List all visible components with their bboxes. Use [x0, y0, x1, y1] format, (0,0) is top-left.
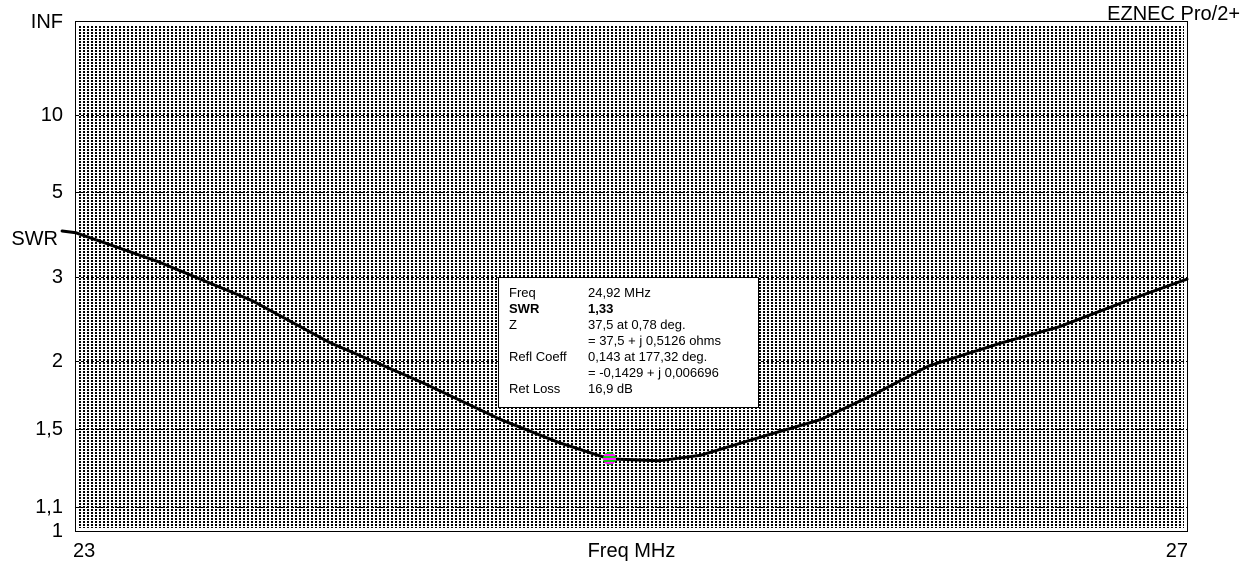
cursor-info-label: Refl Coeff — [509, 349, 567, 364]
y-axis-tick-label: INF — [30, 11, 63, 33]
y-axis-tick-label: 1,5 — [35, 418, 63, 441]
cursor-marker[interactable] — [602, 452, 616, 466]
gridline — [76, 506, 1187, 508]
y-axis-tick-label: 5 — [51, 180, 63, 203]
x-axis-tick-min: 23 — [73, 540, 96, 562]
cursor-info-row: = 37,5 + j 0,5126 ohms — [509, 333, 752, 349]
cursor-readout-rows: Freq 24,92 MHz SWR 1,33 Z 37,5 at 0,78 deg. = … — [509, 285, 752, 397]
cursor-info-value: = 37,5 + j 0,5126 ohms — [588, 333, 721, 348]
gridline — [76, 114, 1187, 116]
cursor-info-label: Z — [509, 317, 517, 332]
cursor-info-value: 0,143 at 177,32 deg. — [588, 349, 708, 364]
cursor-info-row: Freq 24,92 MHz — [509, 285, 752, 301]
x-axis-tick-max: 27 — [1165, 540, 1188, 562]
cursor-info-value: 1,33 — [588, 301, 614, 316]
app-title: EZNEC Pro/2+ — [1107, 3, 1240, 25]
cursor-info-row: Z 37,5 at 0,78 deg. — [509, 317, 752, 333]
y-axis-tick-label: 1 — [51, 520, 63, 542]
y-axis-tick-label: 3 — [51, 265, 63, 288]
cursor-info-label — [509, 365, 588, 381]
y-axis-tick-label: 2 — [51, 350, 63, 373]
y-axis-tick-label: 1,1 — [35, 495, 63, 518]
cursor-info-value: 24,92 MHz — [588, 285, 651, 300]
y-axis-tick-label: 10 — [40, 103, 63, 126]
cursor-info-label: Freq — [509, 285, 536, 300]
x-axis-title: Freq MHz — [587, 540, 676, 562]
y-axis-title: SWR — [11, 228, 58, 250]
cursor-info-label: SWR — [509, 301, 540, 316]
cursor-info-row: = -0,1429 + j 0,006696 — [509, 365, 752, 381]
cursor-readout-box: Freq 24,92 MHz SWR 1,33 Z 37,5 at 0,78 deg. = … — [498, 277, 759, 408]
cursor-info-row: Ret Loss 16,9 dB — [509, 381, 752, 397]
cursor-info-label: Ret Loss — [509, 381, 561, 396]
gridline — [76, 429, 1187, 431]
cursor-info-row: Refl Coeff 0,143 at 177,32 deg. — [509, 349, 752, 365]
cursor-info-value: = -0,1429 + j 0,006696 — [588, 365, 719, 380]
cursor-info-label — [509, 333, 588, 349]
gridline — [76, 191, 1187, 193]
cursor-info-row: SWR 1,33 — [509, 301, 752, 317]
cursor-info-value: 16,9 dB — [588, 381, 633, 396]
cursor-info-value: 37,5 at 0,78 deg. — [588, 317, 686, 332]
